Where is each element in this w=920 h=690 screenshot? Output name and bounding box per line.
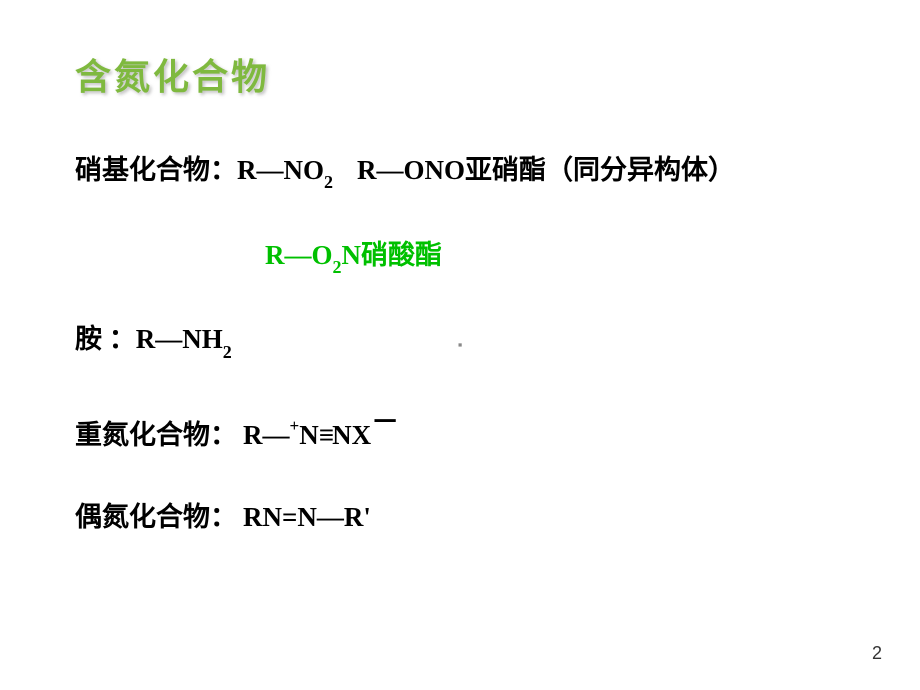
row-nitrate: R—O2N硝酸酯 xyxy=(75,237,880,278)
nitro-formula-1a: R—NO xyxy=(237,155,324,185)
slide-container: 含氮化合物 硝基化合物：R—NO2R—ONO亚硝酯（同分异构体） R—O2N硝酸… xyxy=(0,0,920,690)
azo-label: 偶氮化合物： xyxy=(75,502,237,532)
center-marker: ▪ xyxy=(458,337,463,353)
diazo-formula-sup-minus: － xyxy=(371,407,399,438)
row-diazo: 重氮化合物：R—+N≡NX－ xyxy=(75,406,880,455)
amine-formula-sub: 2 xyxy=(223,342,232,362)
diazo-formula-c: NX xyxy=(332,420,371,450)
slide-title: 含氮化合物 xyxy=(75,48,880,100)
nitrate-formula-a: R—O xyxy=(265,240,333,270)
row-amine: 胺 ：R—NH2 xyxy=(75,321,880,362)
row-azo: 偶氮化合物：RN=N—R' xyxy=(75,499,880,537)
diazo-formula-b: N xyxy=(299,420,319,450)
nitrate-formula-b: N硝酸酯 xyxy=(342,240,443,270)
row-nitro: 硝基化合物：R—NO2 R—ONO亚硝酯（同分异构体） xyxy=(75,152,880,193)
nitro-formula-2: R—ONO亚硝酯（同分异构体） xyxy=(357,155,735,185)
nitro-label: 硝基化合物： xyxy=(75,155,237,185)
azo-formula: RN=N—R' xyxy=(243,502,371,532)
nitrate-formula-sub: 2 xyxy=(333,257,342,277)
diazo-formula-sup-plus: + xyxy=(290,416,300,435)
diazo-label: 重氮化合物： xyxy=(75,420,237,450)
amine-label: 胺 ： xyxy=(75,324,136,354)
diazo-formula-a: R— xyxy=(243,420,290,450)
content-block: 硝基化合物：R—NO2R—ONO亚硝酯（同分异构体） R—O2N硝酸酯 胺 ：R… xyxy=(75,152,880,536)
diazo-formula-triple: ≡ xyxy=(319,420,332,450)
page-number: 2 xyxy=(872,643,882,664)
amine-formula-a: R—NH xyxy=(136,324,223,354)
nitro-formula-1-sub: 2 xyxy=(324,172,333,192)
